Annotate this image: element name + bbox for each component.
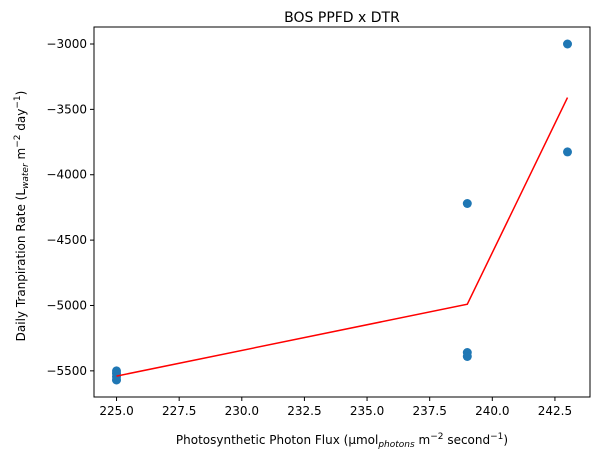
y-tick-label: −4000 (46, 168, 87, 182)
x-tick-label: 240.0 (475, 404, 509, 418)
x-tick-label: 242.5 (538, 404, 572, 418)
y-tick-label: −5500 (46, 364, 87, 378)
x-axis-label: Photosynthetic Photon Flux (µmolphotons … (176, 432, 508, 450)
y-axis-label: Daily Tranpiration Rate (Lwater m−2 day−… (13, 91, 31, 342)
data-point (563, 39, 572, 49)
plot-area (112, 39, 572, 385)
data-point (462, 352, 472, 361)
y-tick-label: −4500 (46, 233, 87, 247)
y-axis: −5500 −5000 −4500 −4000 −3500 −3000 (46, 37, 94, 378)
data-point (462, 199, 472, 208)
x-tick-label: 225.0 (99, 404, 133, 418)
y-tick-label: −3000 (46, 37, 87, 51)
x-tick-label: 235.0 (350, 404, 384, 418)
fit-line (116, 97, 569, 377)
x-tick-label: 227.5 (162, 404, 196, 418)
chart-title: BOS PPFD x DTR (284, 10, 400, 26)
plot-frame (93, 26, 591, 398)
data-point (112, 375, 121, 385)
x-axis: 225.0 227.5 230.0 232.5 235.0 237.5 240.0 242.5 (99, 397, 572, 418)
y-tick-label: −3500 (46, 102, 87, 116)
y-tick-label: −5000 (46, 298, 87, 312)
x-tick-label: 232.5 (287, 404, 321, 418)
x-tick-label: 237.5 (412, 404, 446, 418)
data-point (563, 147, 572, 157)
x-tick-label: 230.0 (225, 404, 259, 418)
